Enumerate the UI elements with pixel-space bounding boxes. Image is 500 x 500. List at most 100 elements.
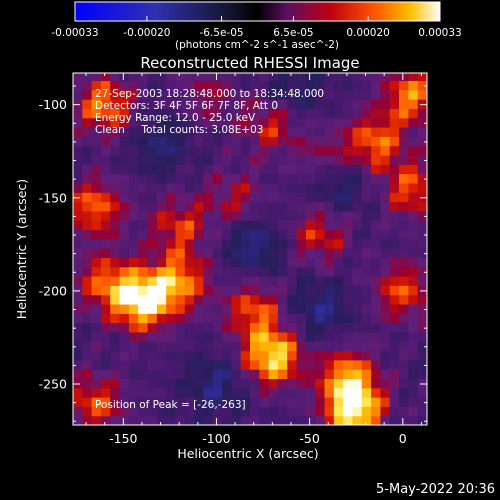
heatmap-cell [203,210,214,221]
heatmap-cell [156,210,167,221]
heatmap-cell [119,173,130,184]
heatmap-cell [110,154,121,165]
heatmap-cell [268,406,279,417]
heatmap-cell [128,387,139,398]
heatmap-cell [166,257,177,268]
heatmap-cell [91,229,102,240]
heatmap-cell [110,350,121,361]
heatmap-cell [250,182,260,193]
heatmap-cell [194,210,205,221]
heatmap-cell [138,266,149,277]
heatmap-cell [352,201,363,212]
heatmap-cell [296,210,307,221]
heatmap-cell [324,127,335,137]
heatmap-cell [82,117,93,128]
heatmap-cell [380,182,391,193]
heatmap-cell [222,154,232,165]
heatmap-cell [389,285,400,296]
heatmap-cell [268,80,279,91]
heatmap-cell [119,248,130,258]
heatmap-cell [156,406,167,417]
heatmap-cell [343,369,354,380]
heatmap-cell [333,276,344,286]
heatmap-cell [343,80,354,91]
heatmap-cell [184,164,195,175]
heatmap-cell [408,80,419,91]
heatmap-cell [203,350,214,361]
heatmap-cell [156,80,167,91]
heatmap-cell [277,220,288,231]
heatmap-cell [389,415,400,425]
heatmap-cell [361,201,372,212]
heatmap-cell [277,192,288,203]
heatmap-cell [250,378,260,389]
heatmap-cell [194,331,205,342]
heatmap-cell [287,406,298,417]
heatmap-cell [417,73,427,82]
heatmap-cell [138,313,149,324]
heatmap-cell [166,229,177,240]
heatmap-cell [156,294,167,305]
heatmap-cell [156,136,167,147]
heatmap-cell [203,322,214,333]
heatmap-cell [333,201,344,212]
heatmap-cell [399,359,409,370]
heatmap-cell [119,266,130,277]
heatmap-cell [315,313,326,324]
heatmap-cell [333,406,344,417]
heatmap-cell [138,182,149,193]
heatmap-cell [82,220,93,231]
heatmap-cell [128,89,139,100]
heatmap-cell [315,369,326,380]
heatmap-cell [184,238,195,249]
heatmap-cell [212,313,223,324]
heatmap-cell [240,99,251,109]
heatmap-cell [231,378,242,389]
heatmap-cell [399,331,409,342]
heatmap-cell [119,378,130,389]
heatmap-cell [194,238,205,249]
heatmap-cell [110,145,121,156]
heatmap-cell [166,397,177,407]
heatmap-cell [389,145,400,156]
heatmap-cell [352,322,363,333]
heatmap-cell [380,313,391,324]
heatmap-cell [417,257,427,268]
heatmap-cell [128,238,139,249]
heatmap-cell [231,276,242,286]
heatmap-cell [231,313,242,324]
heatmap-cell [128,182,139,193]
heatmap-cell [82,238,93,249]
heatmap-cell [91,210,102,221]
heatmap-cell [166,248,177,258]
heatmap-cell [184,192,195,203]
heatmap-cell [389,108,400,119]
heatmap-cell [119,99,130,109]
heatmap-cell [268,248,279,258]
heatmap-cell [324,350,335,361]
heatmap-cell [100,89,111,100]
heatmap-cell [296,73,307,82]
heatmap-cell [82,73,93,82]
heatmap-cell [100,192,111,203]
heatmap-cell [371,201,382,212]
heatmap-cell [231,294,242,305]
heatmap-cell [82,182,93,193]
heatmap-cell [296,173,307,184]
heatmap-cell [128,248,139,258]
heatmap-cell [231,182,242,193]
heatmap-cell [156,313,167,324]
heatmap-cell [212,257,223,268]
heatmap-cell [296,89,307,100]
heatmap-cell [268,136,279,147]
heatmap-cell [166,80,177,91]
heatmap-cell [250,341,260,352]
heatmap-cell [203,80,214,91]
heatmap-cell [222,257,232,268]
heatmap-cell [408,108,419,119]
heatmap-cell [91,108,102,119]
heatmap-cell [417,89,427,100]
heatmap-cell [194,359,205,370]
heatmap-cell [166,378,177,389]
heatmap-cell [73,136,83,147]
